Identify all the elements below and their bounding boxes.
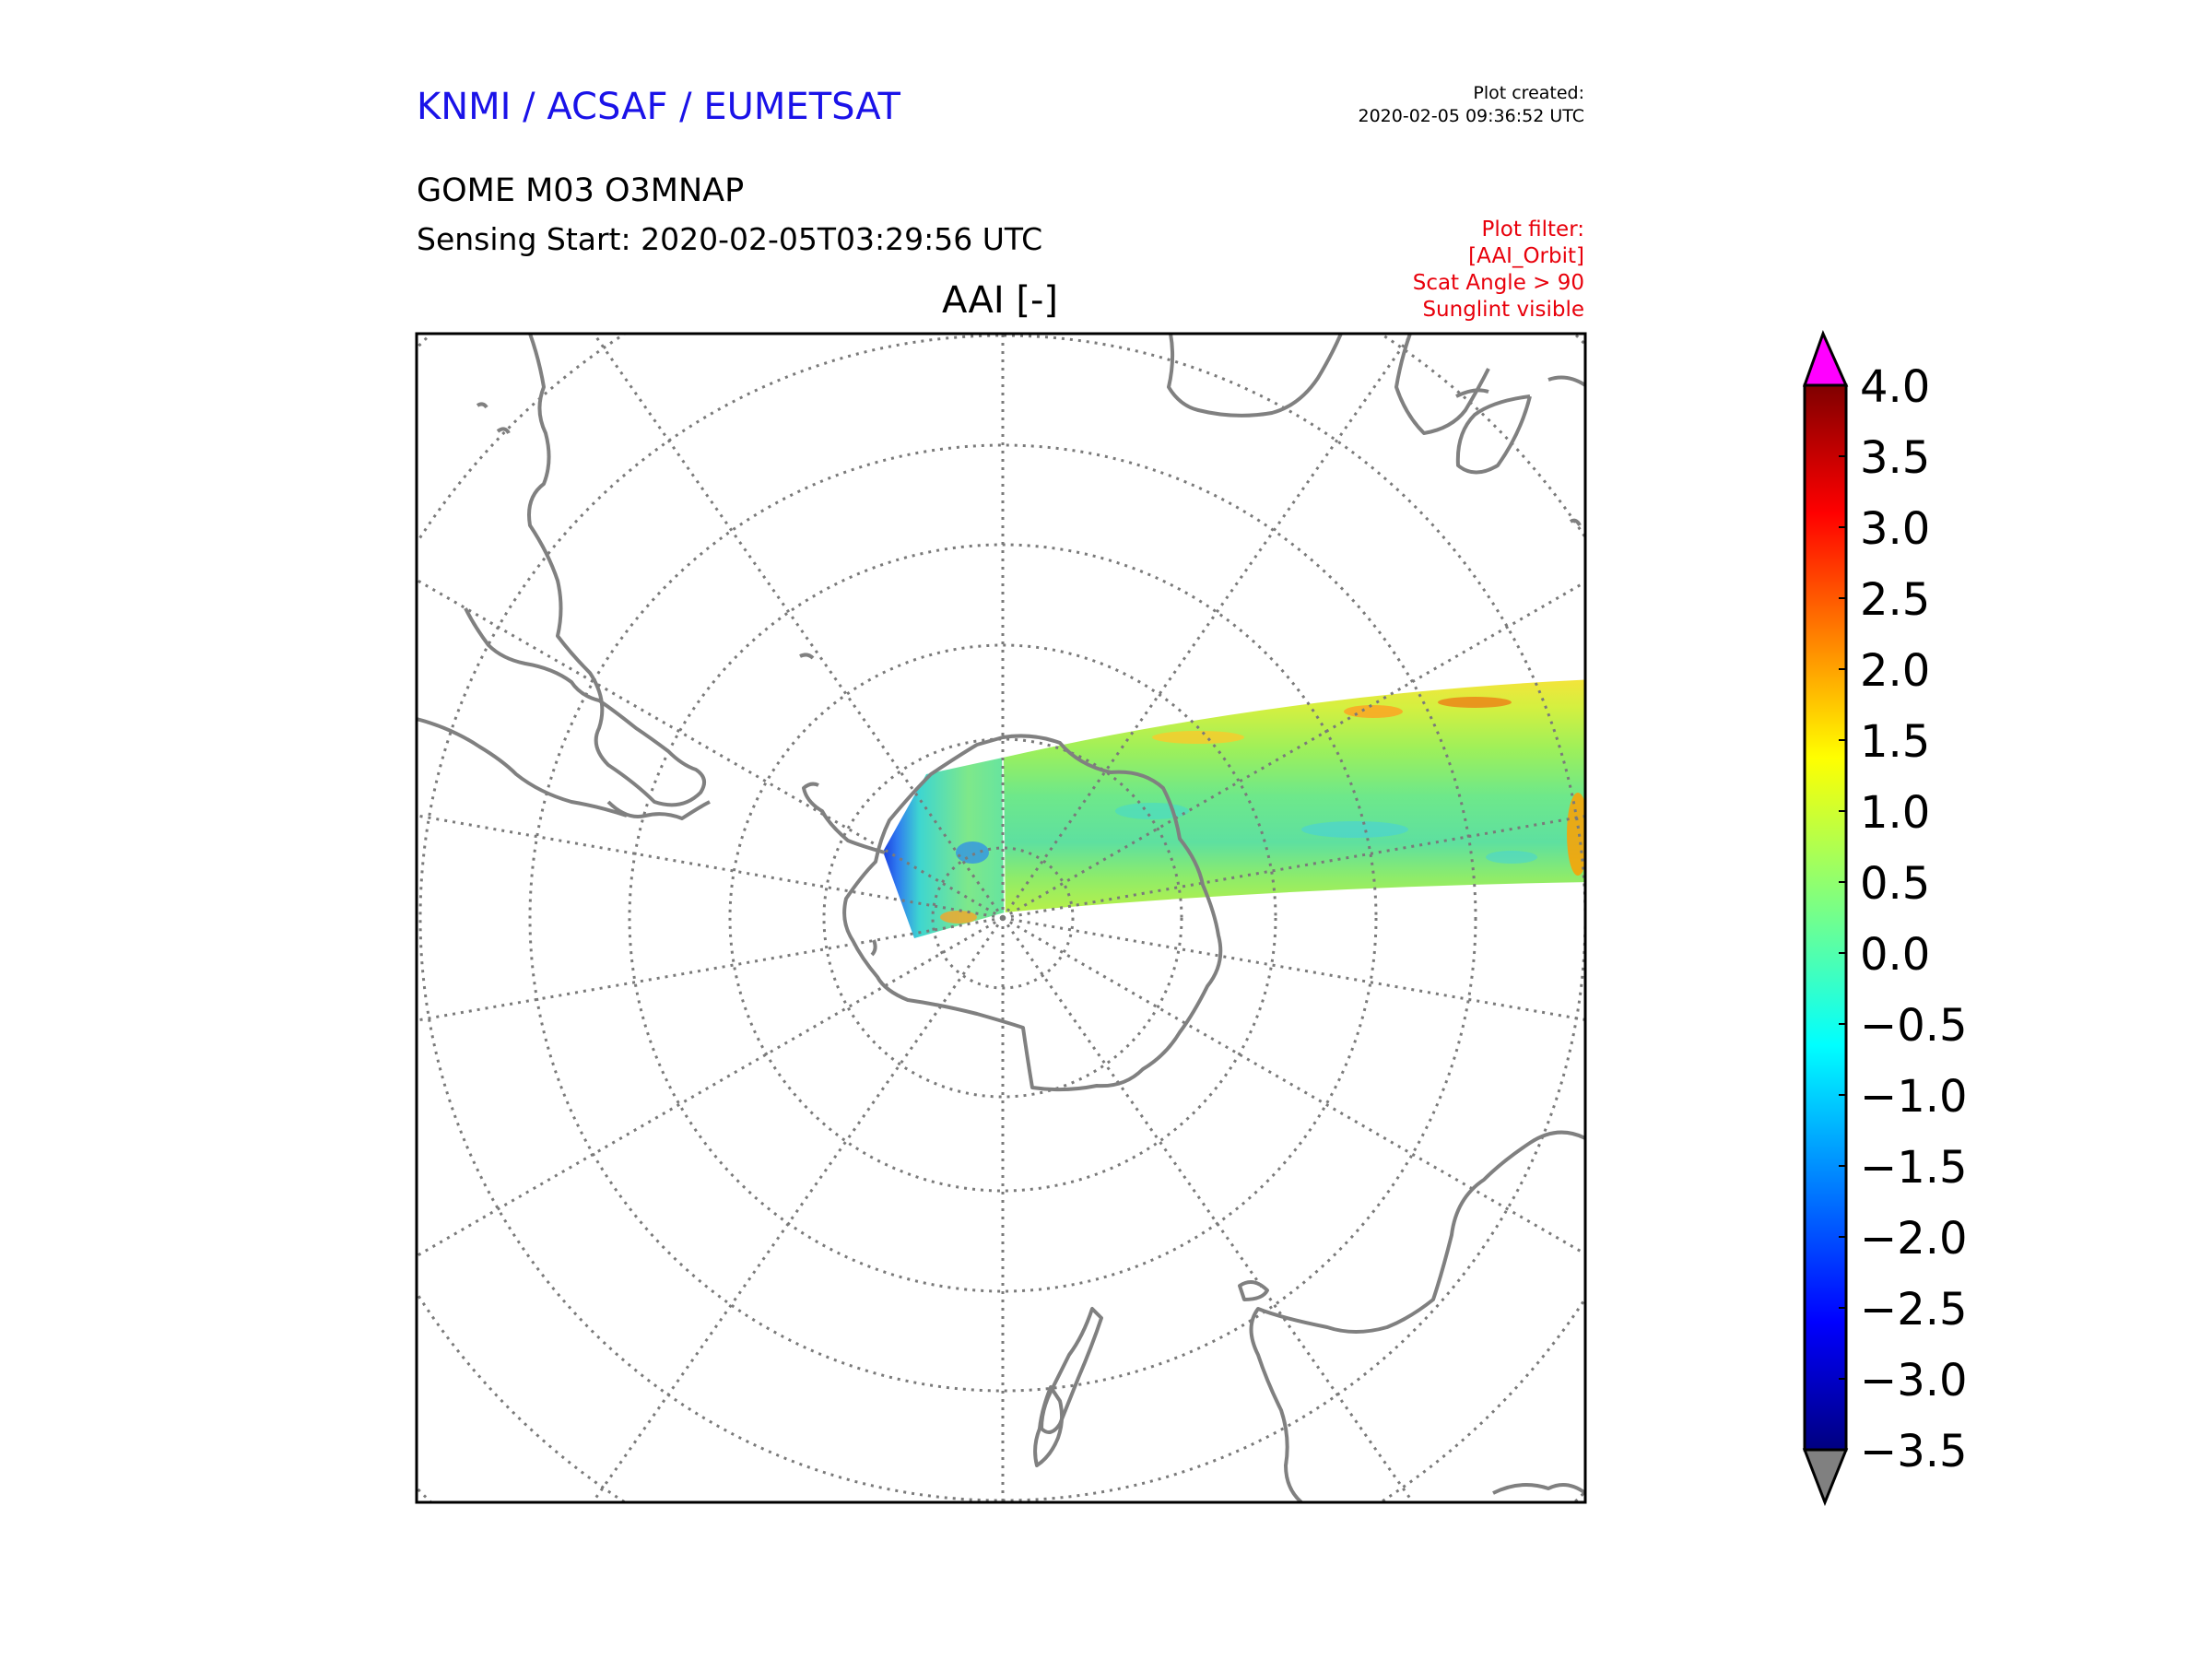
colorbar-tick-label: −0.5 <box>1860 1000 1968 1052</box>
plot-filter-line: Scat Angle > 90 <box>1412 271 1584 295</box>
colorbar-over-triangle <box>1802 329 1849 387</box>
sensing-start: Sensing Start: 2020-02-05T03:29:56 UTC <box>417 221 1043 257</box>
colorbar-tick-label: −3.5 <box>1860 1426 1968 1477</box>
map-frame <box>415 332 1587 1504</box>
plot-created-time: 2020-02-05 09:36:52 UTC <box>1358 106 1585 126</box>
colorbar-tick-label: −1.5 <box>1860 1142 1968 1194</box>
colorbar-tick-label: 0.5 <box>1860 858 1931 910</box>
colorbar-tick-label: 1.0 <box>1860 787 1931 839</box>
colorbar-tick-label: −1.0 <box>1860 1071 1968 1123</box>
colorbar <box>1802 329 1849 1507</box>
new-zealand-coast <box>1040 1307 1103 1434</box>
colorbar-tick-label: −2.5 <box>1860 1284 1968 1335</box>
map-title: AAI [-] <box>942 279 1058 322</box>
plot-filter-line: Plot filter: <box>1481 218 1584 241</box>
meridians <box>417 334 1585 1502</box>
colorbar-tick-label: 3.0 <box>1860 503 1931 555</box>
aai-swath <box>883 679 1585 938</box>
colorbar-tick-label: 0.0 <box>1860 929 1931 981</box>
colorbar-tick-label: −2.0 <box>1860 1213 1968 1265</box>
product-title: GOME M03 O3MNAP <box>417 172 745 209</box>
colorbar-tick-label: 2.0 <box>1860 645 1931 697</box>
colorbar-tick-label: 3.5 <box>1860 432 1931 484</box>
plot-filter-line: Sunglint visible <box>1422 298 1584 322</box>
south-america-coast <box>464 334 706 807</box>
colorbar-body <box>1803 383 1848 1452</box>
plot-filter-line: [AAI_Orbit] <box>1468 244 1584 268</box>
antarctic-peninsula-coast <box>802 782 886 854</box>
colorbar-tick-label: 2.5 <box>1860 574 1931 626</box>
plot-created-label: Plot created: <box>1473 83 1584 103</box>
colorbar-tick-label: 4.0 <box>1860 361 1931 413</box>
australia-coast <box>1249 1130 1585 1502</box>
colorbar-under-triangle <box>1802 1448 1849 1507</box>
antarctica-coast <box>842 734 1223 1092</box>
africa-coast <box>1167 334 1343 418</box>
colorbar-tick-label: −3.0 <box>1860 1355 1968 1406</box>
organization-title: KNMI / ACSAF / EUMETSAT <box>417 86 900 128</box>
colorbar-tick-label: 1.5 <box>1860 716 1931 768</box>
coastlines <box>417 334 1585 1502</box>
